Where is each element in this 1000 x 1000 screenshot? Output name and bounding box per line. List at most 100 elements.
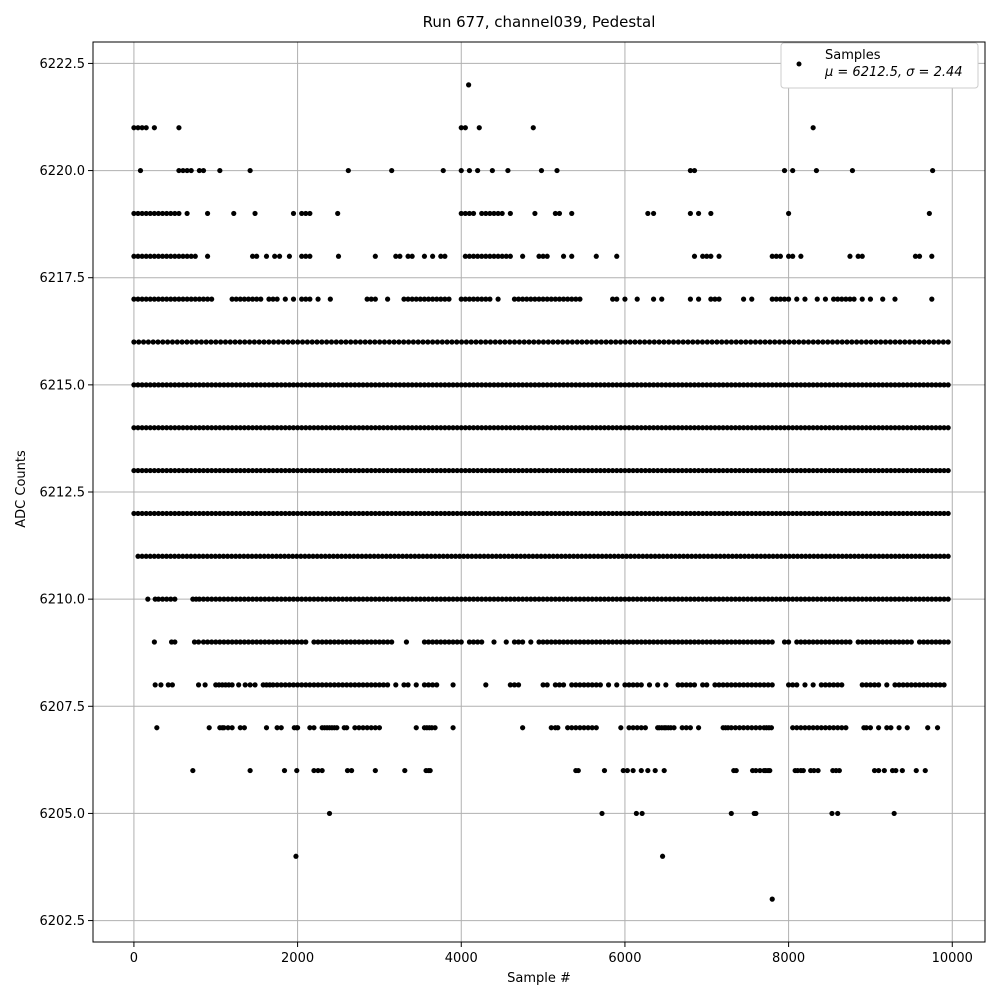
data-point	[151, 639, 157, 645]
data-point	[528, 425, 534, 431]
data-point	[319, 682, 325, 688]
data-point	[626, 467, 632, 474]
data-point	[265, 553, 271, 559]
data-point	[826, 639, 833, 645]
data-point	[560, 382, 567, 388]
data-point	[135, 253, 141, 259]
data-point	[811, 767, 817, 774]
data-point	[307, 425, 313, 431]
data-point	[220, 553, 227, 559]
data-point	[434, 596, 440, 602]
data-point	[642, 467, 648, 474]
data-point	[663, 639, 669, 645]
data-point	[440, 553, 446, 559]
data-point	[859, 425, 865, 431]
data-point	[145, 596, 151, 602]
data-point	[266, 639, 272, 645]
data-point	[720, 382, 726, 388]
data-point	[704, 253, 710, 259]
data-point	[878, 339, 884, 345]
data-point	[290, 210, 297, 217]
data-point	[835, 382, 841, 388]
data-point	[286, 682, 293, 688]
data-point	[908, 682, 914, 688]
data-point	[871, 682, 878, 688]
data-point	[652, 767, 658, 774]
data-point	[499, 382, 505, 388]
data-point	[330, 553, 337, 559]
data-point	[822, 382, 829, 388]
data-point	[630, 725, 636, 731]
data-point	[319, 639, 325, 645]
data-point	[704, 467, 710, 474]
data-point	[794, 425, 800, 431]
data-point	[491, 382, 497, 388]
data-point	[458, 125, 464, 131]
data-point	[820, 339, 826, 345]
data-point	[849, 167, 856, 174]
data-point	[307, 725, 313, 731]
data-point	[286, 510, 293, 517]
data-point	[618, 596, 624, 602]
data-point	[229, 425, 235, 431]
data-point	[290, 467, 297, 474]
data-point	[139, 553, 145, 559]
data-point	[736, 382, 743, 388]
data-point	[413, 425, 419, 431]
data-point	[393, 682, 399, 688]
data-point	[425, 596, 432, 602]
data-point	[511, 296, 518, 302]
data-point	[940, 339, 946, 345]
data-point	[213, 639, 219, 645]
data-point	[794, 639, 800, 645]
data-point	[439, 339, 445, 345]
data-point	[221, 467, 227, 474]
data-point	[880, 553, 886, 559]
data-point	[887, 339, 893, 345]
data-point	[303, 425, 309, 431]
data-point	[642, 510, 648, 517]
data-point	[690, 339, 696, 345]
data-point	[270, 682, 276, 688]
data-point	[622, 339, 628, 345]
data-point	[213, 425, 219, 431]
data-point	[552, 510, 558, 517]
data-point	[432, 553, 438, 559]
data-point	[867, 296, 874, 302]
data-point	[695, 467, 702, 474]
data-point	[520, 596, 526, 602]
data-point	[462, 382, 468, 388]
data-point	[835, 639, 841, 645]
data-point	[634, 425, 640, 431]
data-point	[328, 339, 335, 345]
data-point	[815, 767, 821, 774]
data-point	[520, 253, 526, 259]
data-point	[844, 339, 850, 345]
data-point	[888, 510, 894, 517]
data-point	[601, 510, 608, 517]
data-point	[687, 425, 693, 431]
data-point	[577, 725, 583, 731]
data-point	[475, 382, 481, 388]
data-point	[687, 467, 693, 474]
data-point	[495, 596, 501, 602]
data-point	[855, 639, 861, 645]
data-point	[544, 596, 550, 602]
data-point	[245, 382, 252, 388]
data-point	[655, 510, 661, 517]
data-point	[139, 382, 145, 388]
data-point	[352, 682, 358, 688]
data-point	[720, 425, 726, 431]
data-point	[740, 639, 747, 645]
data-point	[659, 296, 665, 302]
data-point	[773, 596, 779, 602]
data-point	[339, 639, 346, 645]
data-point	[548, 425, 554, 431]
data-point	[831, 467, 837, 474]
data-point	[552, 682, 558, 688]
data-point	[814, 296, 820, 302]
data-point	[487, 425, 493, 431]
data-point	[364, 296, 370, 302]
data-point	[458, 382, 464, 388]
data-point	[716, 510, 722, 517]
